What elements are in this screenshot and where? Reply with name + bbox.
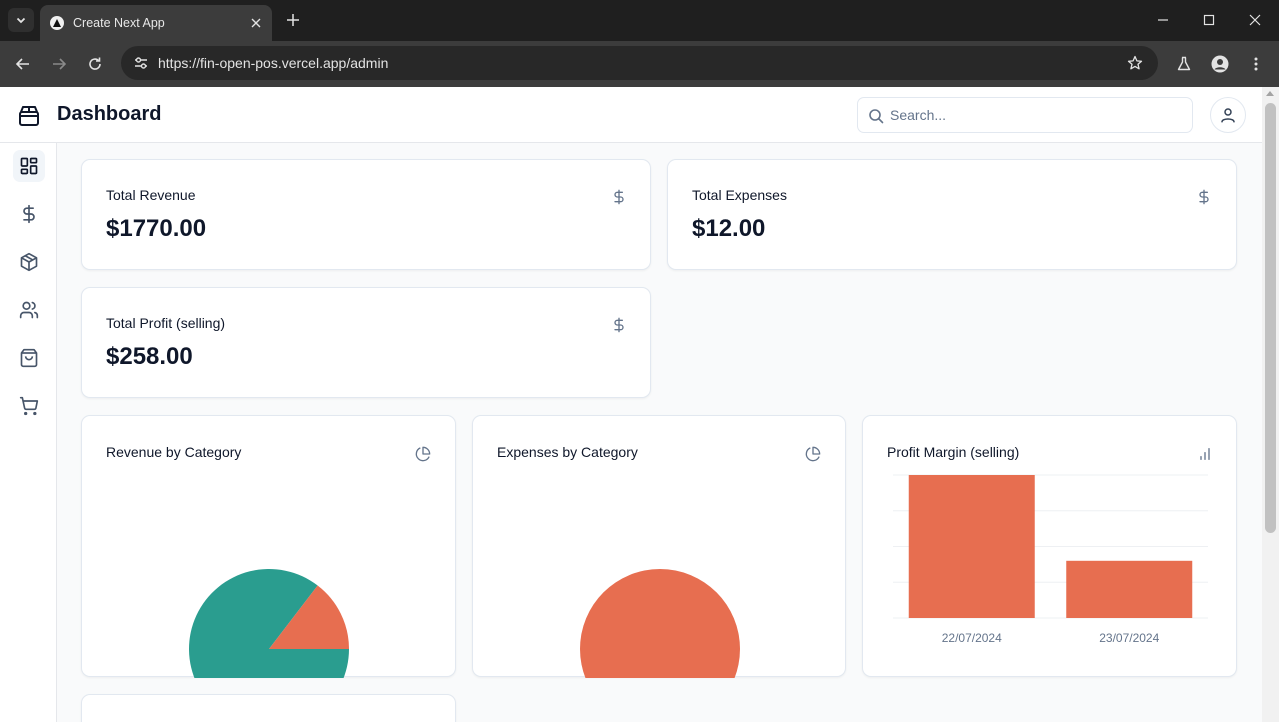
reload-icon [89, 57, 101, 70]
scroll-thumb[interactable] [1265, 103, 1276, 533]
flask-icon [1177, 56, 1191, 71]
expenses-pie-chart [580, 569, 740, 678]
star-icon [1127, 55, 1143, 70]
search-input[interactable] [890, 105, 1180, 125]
minimize-button[interactable] [1151, 9, 1175, 31]
forward-button[interactable] [47, 52, 71, 76]
pie-chart-icon [805, 446, 821, 462]
dollar-sign-icon [614, 317, 624, 333]
tab-search-button[interactable] [8, 8, 34, 32]
back-button[interactable] [11, 52, 35, 76]
more-vertical-icon [1254, 57, 1258, 71]
close-icon [251, 18, 261, 28]
pie-slice[interactable] [269, 585, 349, 649]
sidebar-item-customers[interactable] [13, 294, 45, 326]
minimize-icon [1158, 19, 1168, 21]
card-title: Expenses by Category [497, 444, 638, 460]
pie-slice[interactable] [189, 569, 349, 678]
tune-icon [135, 57, 147, 69]
profile-button[interactable] [1208, 52, 1232, 76]
sidebar-item-orders[interactable] [13, 342, 45, 374]
site-info-button[interactable] [129, 51, 153, 75]
users-icon [19, 301, 39, 319]
total-profit-card: Total Profit (selling) $258.00 [81, 287, 651, 398]
sidebar-item-dashboard[interactable] [13, 150, 45, 182]
tab-title: Create Next App [73, 16, 165, 30]
scroll-up-arrow-icon[interactable] [1266, 91, 1274, 96]
expenses-by-category-card: Expenses by Category [472, 415, 846, 678]
search-icon [869, 109, 884, 124]
browser-tab-bar: Create Next App [0, 0, 1279, 41]
next-card [81, 694, 456, 722]
card-title: Total Profit (selling) [106, 315, 226, 331]
sidebar [0, 143, 57, 722]
package-icon [20, 252, 38, 272]
profit-bar-chart: 22/07/2024 23/07/2024 [893, 474, 1208, 645]
reload-button[interactable] [83, 52, 107, 76]
page-scrollbar[interactable] [1262, 87, 1279, 722]
account-circle-icon [1211, 55, 1229, 73]
total-revenue-card: Total Revenue $1770.00 [81, 159, 651, 270]
page-viewport: Dashboard Total Revenue $1770.00 [0, 87, 1279, 722]
revenue-pie-chart [189, 569, 349, 678]
browser-tab[interactable]: Create Next App [40, 5, 272, 41]
app-header: Dashboard [0, 87, 1262, 143]
total-expenses-card: Total Expenses $12.00 [667, 159, 1237, 270]
card-value: $258.00 [106, 343, 193, 370]
sidebar-item-finance[interactable] [13, 198, 45, 230]
package-logo-icon[interactable] [17, 104, 41, 128]
url-text: https://fin-open-pos.vercel.app/admin [158, 55, 389, 71]
profit-margin-card: Profit Margin (selling) 22/07/2024 23/07/… [862, 415, 1237, 677]
x-tick-label: 22/07/2024 [942, 631, 1002, 645]
page-title: Dashboard [57, 103, 162, 125]
bar-chart-icon [1200, 448, 1210, 460]
card-value: $12.00 [692, 215, 766, 242]
arrow-right-icon [53, 58, 67, 70]
maximize-icon [1203, 14, 1215, 26]
pie-chart-icon [415, 446, 431, 462]
x-tick-label: 23/07/2024 [1099, 631, 1159, 645]
card-value: $1770.00 [106, 215, 207, 242]
close-icon [1249, 14, 1261, 26]
browser-menu-button[interactable] [1244, 52, 1268, 76]
maximize-button[interactable] [1197, 9, 1221, 31]
pie-slice[interactable] [580, 569, 740, 678]
card-title: Total Revenue [106, 187, 196, 203]
user-menu-button[interactable] [1210, 97, 1246, 133]
dollar-sign-icon [614, 189, 624, 205]
bookmark-button[interactable] [1124, 52, 1146, 74]
dollar-sign-icon [1199, 189, 1209, 205]
shopping-bag-icon [20, 348, 38, 368]
layout-dashboard-icon [20, 157, 38, 175]
card-title: Total Expenses [692, 187, 787, 203]
new-tab-button[interactable] [282, 9, 304, 31]
user-icon [1221, 108, 1235, 123]
tab-close-button[interactable] [246, 13, 266, 33]
shopping-cart-icon [19, 396, 39, 416]
bar[interactable] [1066, 560, 1193, 618]
sidebar-item-products[interactable] [13, 246, 45, 278]
nextjs-favicon-icon [50, 16, 64, 30]
chevron-down-icon [16, 17, 26, 24]
arrow-left-icon [15, 58, 29, 70]
card-title: Profit Margin (selling) [887, 444, 1020, 460]
search-box[interactable] [857, 97, 1193, 133]
browser-toolbar: https://fin-open-pos.vercel.app/admin [0, 41, 1279, 87]
labs-button[interactable] [1172, 52, 1196, 76]
bar[interactable] [908, 475, 1035, 618]
card-title: Revenue by Category [106, 444, 242, 460]
address-bar[interactable]: https://fin-open-pos.vercel.app/admin [121, 46, 1158, 80]
close-window-button[interactable] [1243, 9, 1267, 31]
revenue-by-category-card: Revenue by Category [81, 415, 456, 678]
sidebar-item-pos[interactable] [13, 390, 45, 422]
dollar-sign-icon [23, 204, 35, 224]
plus-icon [287, 14, 299, 26]
